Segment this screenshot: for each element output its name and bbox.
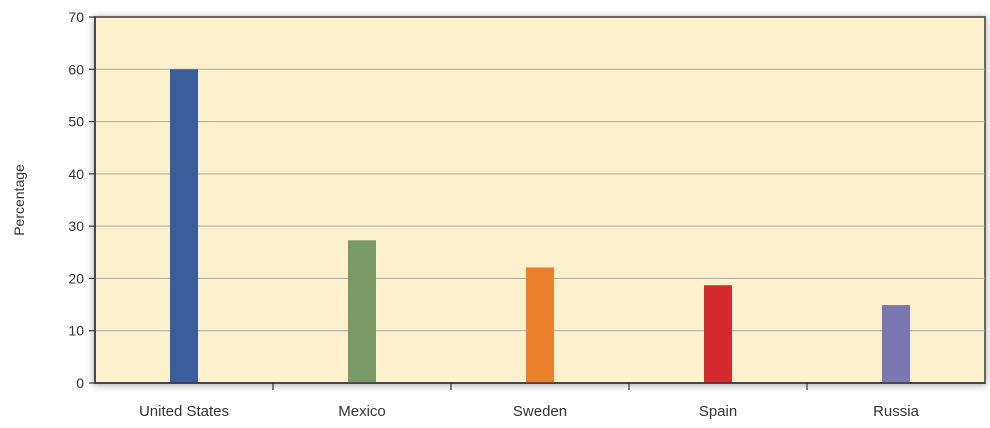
bar-sweden <box>526 267 554 383</box>
x-tick-label: Spain <box>699 403 737 420</box>
y-tick-label: 60 <box>68 61 84 77</box>
y-tick-label: 70 <box>68 9 84 25</box>
bar-spain <box>704 285 732 383</box>
y-tick-label: 50 <box>68 114 84 130</box>
y-axis-label: Percentage <box>11 164 27 236</box>
y-tick-label: 30 <box>68 218 84 234</box>
x-tick-label: Mexico <box>338 403 386 420</box>
bar-russia <box>882 305 910 383</box>
y-tick-label: 0 <box>76 375 84 391</box>
bar-united-states <box>170 69 198 383</box>
x-tick-label: United States <box>139 403 229 420</box>
y-tick-label: 20 <box>68 270 84 286</box>
x-tick-label: Russia <box>873 403 920 420</box>
y-tick-label: 10 <box>68 323 84 339</box>
y-tick-labels: 0 10 20 30 40 50 60 70 <box>68 9 95 391</box>
x-tick-labels: United States Mexico Sweden Spain Russia <box>139 383 920 420</box>
y-tick-label: 40 <box>68 166 84 182</box>
x-tick-label: Sweden <box>513 403 567 420</box>
bar-mexico <box>348 240 376 383</box>
